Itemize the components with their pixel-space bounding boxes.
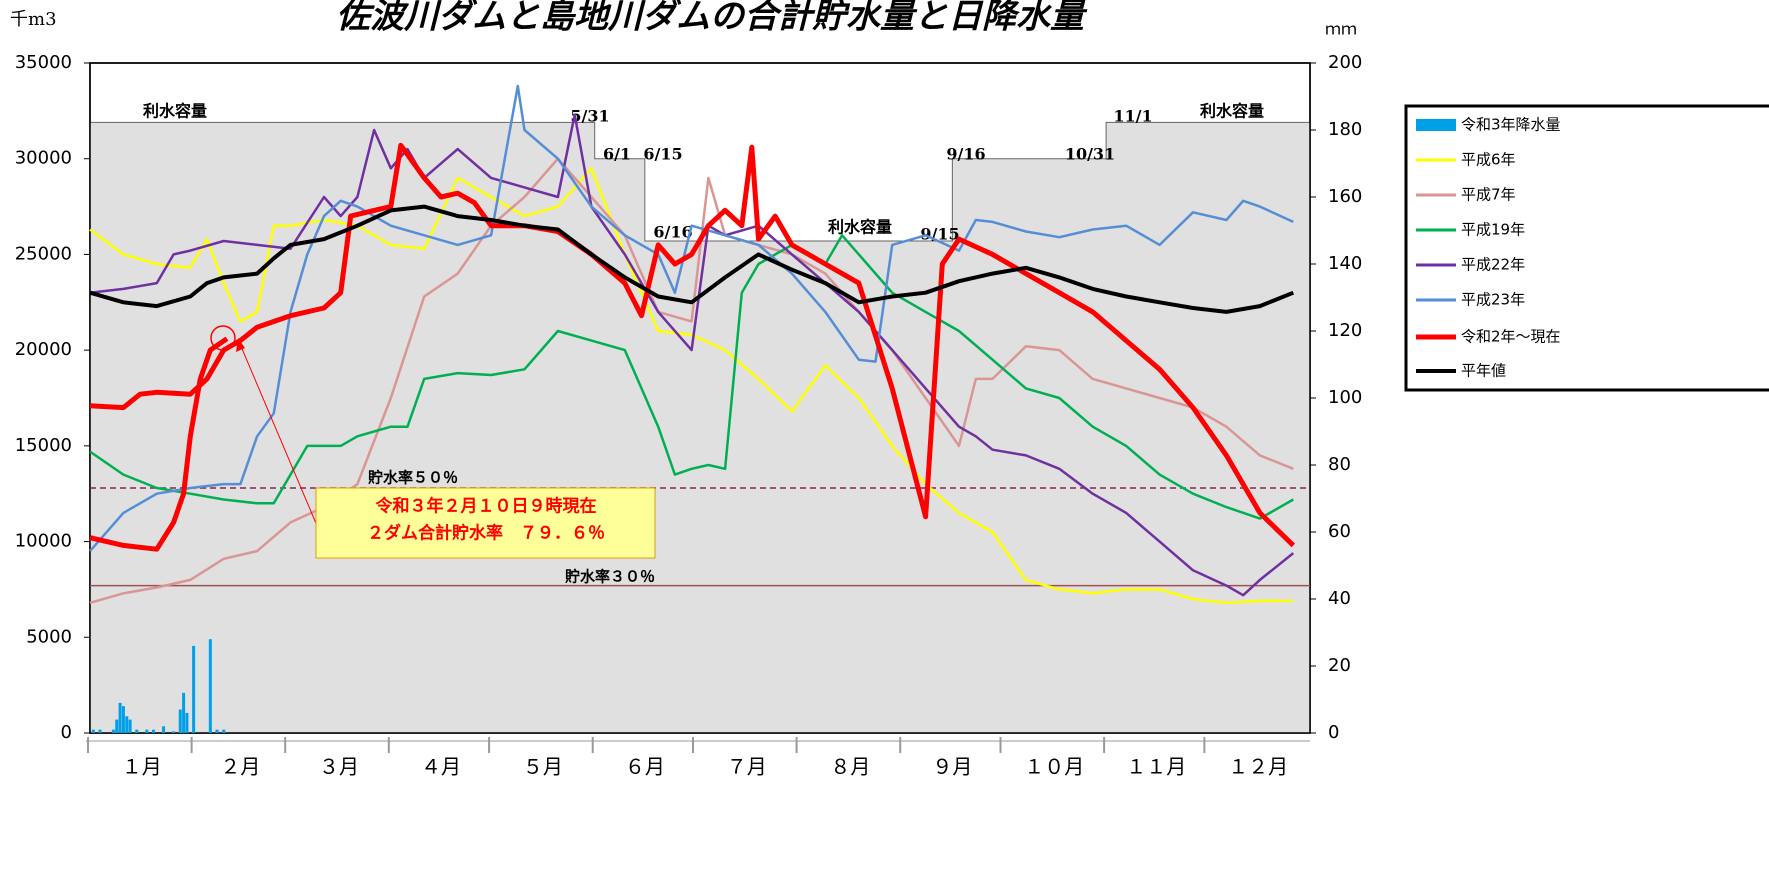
legend-label: 平成6年 (1461, 151, 1516, 169)
capacity-label: 6/1 (603, 145, 631, 164)
legend-label: 平成7年 (1461, 186, 1516, 204)
y-tick-label: 30000 (15, 148, 72, 169)
rain-bar (182, 692, 186, 733)
rain-bar (185, 712, 189, 733)
rain-bar (98, 729, 102, 733)
legend-label: 令和3年降水量 (1461, 116, 1561, 134)
callout-text: ２ダム合計貯水率 ７９．６％ (367, 523, 605, 544)
x-tick-label: ９月 (932, 755, 972, 779)
rain-bar (162, 726, 166, 733)
capacity-label: 6/16 (653, 223, 692, 242)
rain-bar (222, 729, 226, 733)
legend-label: 令和2年～現在 (1461, 328, 1561, 346)
series-line (89, 142, 1296, 552)
callout-arrow (239, 343, 319, 529)
y2-tick-label: 180 (1328, 119, 1362, 140)
y-tick-label: 35000 (15, 52, 72, 73)
rain-bar (111, 729, 115, 733)
callout-arrowhead (236, 338, 245, 352)
rain-bar (118, 702, 122, 733)
y-tick-label: 15000 (15, 435, 72, 456)
x-tick-label: １２月 (1228, 755, 1288, 779)
rain-bar (125, 716, 129, 733)
rain-bar (192, 645, 196, 733)
y-tick-label: 20000 (15, 339, 72, 360)
rain-bar (115, 719, 119, 733)
callout-circle (210, 325, 236, 351)
y-tick-label: 25000 (15, 243, 72, 264)
series-line (89, 157, 1294, 605)
legend-label: 平成23年 (1461, 291, 1525, 309)
capacity-label: 11/1 (1113, 107, 1152, 126)
x-tick-label: ４月 (421, 755, 461, 779)
capacity-area (90, 122, 1310, 734)
rain-bar (121, 706, 125, 733)
y-tick-label: 10000 (15, 531, 72, 552)
y2-tick-label: 160 (1328, 186, 1362, 207)
x-tick-label: ６月 (625, 755, 665, 779)
chart-title: 佐波川ダムと島地川ダムの合計貯水量と日降水量 (336, 0, 1088, 37)
callout-box (315, 487, 656, 559)
series-line (89, 204, 1295, 314)
y2-tick-label: 60 (1328, 521, 1351, 542)
x-tick-label: ２月 (220, 755, 260, 779)
capacity-label: 10/31 (1065, 145, 1115, 164)
capacity-label: 利水容量 (1200, 102, 1264, 121)
series-line (89, 113, 1295, 597)
x-tick-label: １１月 (1126, 755, 1186, 779)
x-tick-label: ８月 (830, 755, 870, 779)
y2-tick-label: 200 (1328, 52, 1362, 73)
rain-bar (208, 639, 212, 733)
capacity-label: 6/15 (643, 145, 682, 164)
rain-bar (91, 729, 95, 733)
capacity-label: 利水容量 (143, 102, 207, 121)
y2-tick-label: 0 (1328, 722, 1339, 743)
legend-label: 平成19年 (1461, 221, 1525, 239)
series-line (89, 84, 1294, 552)
y2-tick-label: 140 (1328, 253, 1362, 274)
x-tick-label: １０月 (1024, 755, 1084, 779)
y-tick-label: 5000 (26, 626, 72, 647)
capacity-label: 9/16 (946, 145, 985, 164)
capacity-label: 5/31 (570, 107, 609, 126)
y2-tick-label: 80 (1328, 454, 1351, 475)
x-tick-label: ５月 (523, 755, 563, 779)
legend-swatch (1416, 119, 1456, 131)
rain-bar (135, 729, 139, 733)
legend-label: 平成22年 (1461, 256, 1525, 274)
rain-bar (152, 729, 156, 733)
y2-tick-label: 100 (1328, 387, 1362, 408)
x-tick-label: １月 (122, 755, 162, 779)
rain-bar (145, 729, 149, 733)
y2-tick-label: 40 (1328, 588, 1351, 609)
y2-tick-label: 20 (1328, 655, 1351, 676)
callout-text: 令和３年２月１０日９時現在 (376, 496, 597, 517)
rain-bar (172, 731, 176, 733)
rain-bar (215, 729, 219, 733)
y-tick-label: 0 (61, 722, 72, 743)
capacity-label: 利水容量 (828, 218, 892, 237)
series-line (89, 167, 1294, 605)
capacity-line (90, 121, 1310, 242)
x-tick-label: ７月 (727, 755, 767, 779)
reference-label: 貯水率５０％ (368, 469, 458, 487)
x-tick-label: ３月 (319, 755, 359, 779)
y-unit: 千m3 (10, 9, 57, 30)
legend-box (1404, 104, 1769, 392)
y2-tick-label: 120 (1328, 320, 1362, 341)
y2-unit: ｍｍ (1325, 20, 1357, 39)
legend-label: 平年値 (1461, 362, 1506, 380)
reference-label: 貯水率３０％ (565, 568, 655, 586)
rain-bar (178, 709, 182, 733)
rain-bar (128, 719, 132, 733)
